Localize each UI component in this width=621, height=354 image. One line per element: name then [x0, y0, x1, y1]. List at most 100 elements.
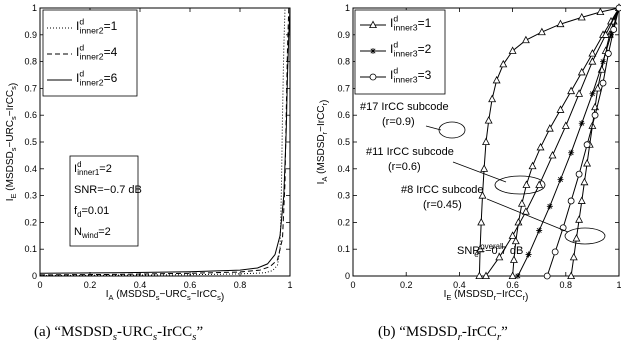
inner-marker-circle — [567, 197, 575, 205]
y-tick-label: 0.6 — [24, 110, 37, 120]
legend-a-box — [42, 9, 138, 97]
caption-subscript: r — [496, 331, 502, 343]
inner-marker-triangle — [588, 57, 597, 65]
inner-marker-circle — [615, 4, 621, 12]
chart-a: 0 0.2 0.4 0.6 0.8 1 0 0.1 0.2 0.3 0.4 0.5 0.6 0.7 0.8 0… — [5, 3, 293, 303]
annotation-subcode-2: #11 IrCC subcode (r=0.6) — [366, 146, 546, 195]
outer-marker — [488, 94, 497, 103]
legend-a-label: Id inner2=6 — [76, 69, 118, 88]
x-axis-label-a: IA (MSDSDs−URCs−IrCCs) — [106, 289, 225, 303]
annotation-text: (r=0.45) — [423, 199, 462, 211]
annotation-pointer — [452, 161, 507, 183]
outer-marker — [577, 12, 586, 21]
outer-marker — [593, 83, 602, 92]
outer-marker — [580, 177, 589, 186]
chart-b: 0 0.2 0.4 0.6 0.8 1 0 0.1 0.2 0.3 0.4 0.5 0.6 0.7 0.8 0… — [316, 3, 621, 303]
y-tick-label: 1 — [32, 3, 37, 13]
outer-marker — [528, 161, 537, 170]
star-marker-shape — [525, 251, 532, 258]
inner-marker-triangle — [601, 30, 610, 38]
legend-b: Id inner3=1 Id inner3=2 Id inner3=3 — [354, 9, 446, 95]
inner-marker-triangle — [482, 271, 490, 280]
y-tick-label: 0.5 — [24, 137, 37, 147]
inner-marker-circle — [583, 141, 591, 149]
inner-marker-star — [525, 251, 532, 258]
legend-b-box — [354, 9, 446, 95]
outer-marker — [480, 164, 489, 172]
caption-subscript: r — [457, 331, 462, 343]
outer-marker — [577, 67, 586, 76]
star-marker-shape — [608, 31, 615, 38]
star-marker-shape — [578, 120, 585, 127]
y-tick-label: 0.7 — [24, 83, 37, 93]
star-marker-shape — [536, 227, 543, 234]
y-tick-label: 0.1 — [24, 244, 37, 254]
outer-marker — [522, 180, 531, 188]
star-marker-shape — [546, 203, 553, 210]
outer-marker — [484, 116, 493, 124]
annotation-ellipse — [494, 175, 546, 195]
y-axis-label-a: IE (MSDSDs−URCs−IrCCs) — [5, 83, 19, 202]
legend-b-marker-circle — [369, 73, 377, 81]
annotation-text: (r=0.6) — [388, 161, 421, 173]
y-tick-label: 0.6 — [337, 110, 350, 120]
annotation-text: #8 IrCC subcode — [401, 184, 484, 196]
params-box-frame — [69, 155, 139, 247]
star-marker-shape — [514, 273, 521, 279]
x-tick-label: 0.8 — [560, 280, 573, 290]
y-tick-label: 1 — [345, 3, 350, 13]
inner-marker-star — [514, 273, 521, 279]
y-tick-label: 0.4 — [24, 164, 37, 174]
inner-marker-triangle — [535, 180, 544, 188]
outer-marker — [509, 255, 518, 263]
outer-marker — [511, 236, 520, 245]
y-tick-label: 0.8 — [24, 57, 37, 67]
annotation-text: #17 IrCC subcode — [360, 101, 449, 113]
legend-b-marker-star — [370, 48, 376, 54]
annotation-pointer — [486, 198, 569, 233]
outer-marker — [572, 234, 581, 242]
star-marker-shape — [557, 176, 564, 183]
inner-marker-triangle — [508, 231, 517, 239]
y-tick-label: 0 — [32, 271, 37, 281]
inner-marker-circle — [575, 170, 583, 178]
x-tick-label: 0.2 — [400, 280, 413, 290]
y-tick-label: 0 — [345, 271, 350, 281]
param-label: Id inner1=2 — [74, 160, 112, 177]
outer-marker — [476, 244, 485, 253]
x-axis-label-b: IE (MSDSDr−IrCCr) — [444, 289, 529, 303]
y-tick-label: 0.9 — [337, 30, 350, 40]
inner-marker-star — [600, 58, 607, 65]
y-tick-label: 0.2 — [337, 217, 350, 227]
outer-marker — [577, 196, 586, 204]
outer-marker — [499, 59, 508, 68]
caption-a: (a) “MSDSDs-URCs-IrCCs” — [34, 324, 204, 343]
inner-marker-star — [546, 203, 553, 210]
inner-marker-circle — [591, 111, 599, 119]
legend-b-label: Id inner3=2 — [390, 40, 432, 59]
y-tick-label: 0.3 — [24, 191, 37, 201]
x-tick-label: 0 — [350, 280, 355, 290]
outer-marker — [556, 19, 565, 28]
annotation-text: #11 IrCC subcode — [366, 146, 454, 158]
outer-marker — [517, 199, 526, 207]
x-tick-label: 1 — [287, 280, 292, 290]
outer-marker — [569, 252, 578, 261]
legend-b-label: Id inner3=3 — [390, 66, 432, 85]
outer-curve-sub11 — [512, 7, 620, 277]
x-tick-label: 0.4 — [453, 280, 466, 290]
series-solid-line — [39, 7, 291, 274]
outer-marker — [508, 271, 517, 280]
caption-b: (b) “MSDSDr-IrCCr” — [378, 324, 508, 343]
caption-subscript: s — [192, 331, 197, 343]
y-tick-label: 0.8 — [337, 57, 350, 67]
annotation-snr: SNRoverall e=−0.7 dB — [457, 242, 523, 259]
y-tick-label: 0.3 — [337, 191, 350, 201]
params-box: Id inner1=2 SNR=−0.7 dB fd=0.01 Nwind=2 — [69, 155, 142, 247]
star-marker-shape — [568, 149, 575, 156]
outer-marker — [556, 105, 565, 113]
legend-a: Id inner2=1 Id inner2=4 Id inner2=6 — [42, 9, 138, 97]
outer-marker — [537, 27, 546, 36]
outer-marker — [521, 35, 530, 44]
